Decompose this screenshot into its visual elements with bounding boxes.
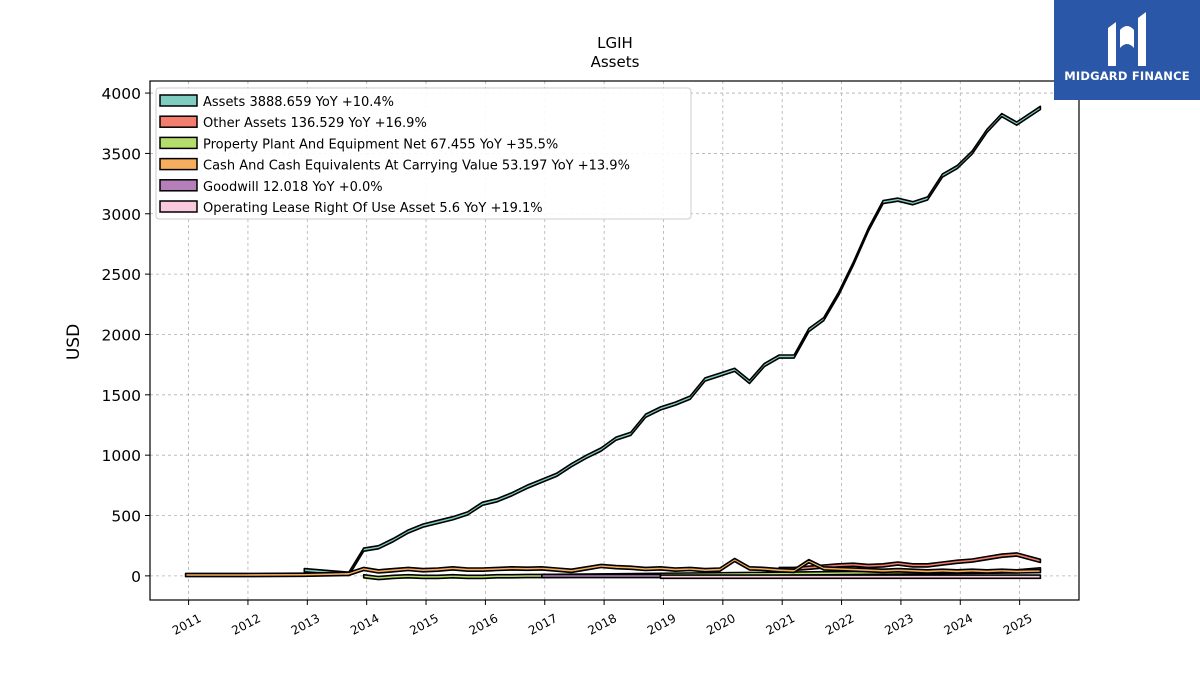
legend-label-assets: Assets 3888.659 YoY +10.4% bbox=[203, 95, 394, 110]
legend-swatch-operating-lease-right-of-use-asset bbox=[159, 200, 198, 213]
y-tick-label: 1000 bbox=[102, 447, 141, 465]
y-tick-label: 500 bbox=[111, 508, 141, 526]
series-operating-lease-right-of-use-asset bbox=[659, 574, 1042, 580]
x-axis-ticks: 2011 2012 2013 2014 2015 2016 2017 2018 2019 2020… bbox=[170, 600, 1035, 638]
brand-name: MIDGARD FINANCE bbox=[1064, 69, 1190, 83]
series-assets bbox=[303, 105, 1042, 577]
x-tick-label: 2014 bbox=[348, 611, 382, 638]
y-tick-label: 3000 bbox=[102, 206, 141, 224]
y-tick-label: 1500 bbox=[102, 387, 141, 405]
x-tick-label: 2024 bbox=[942, 611, 976, 638]
x-tick-label: 2011 bbox=[170, 611, 204, 638]
legend-box bbox=[155, 87, 692, 220]
legend-label-operating-lease-right-of-use-asset: Operating Lease Right Of Use Asset 5.6 Y… bbox=[203, 201, 543, 216]
y-tick-label: 2500 bbox=[102, 266, 141, 284]
x-tick-label: 2013 bbox=[289, 611, 323, 638]
logo-mark-icon bbox=[1108, 12, 1146, 66]
x-tick-label: 2016 bbox=[467, 611, 501, 638]
x-tick-label: 2021 bbox=[764, 611, 798, 638]
legend-swatch-other-assets bbox=[159, 115, 198, 128]
plot-series bbox=[184, 105, 1042, 581]
y-axis-ticks: 0 500 1000 1500 2000 2500 3000 3500 4000 bbox=[102, 85, 150, 586]
legend-label-cash-and-cash-equivalents-at-carrying-value: Cash And Cash Equivalents At Carrying Va… bbox=[203, 159, 630, 174]
x-tick-label: 2017 bbox=[526, 611, 560, 638]
legend: Assets 3888.659 YoY +10.4% Other Assets 1… bbox=[155, 87, 692, 220]
y-tick-label: 4000 bbox=[102, 85, 141, 103]
x-tick-label: 2012 bbox=[229, 611, 263, 638]
x-tick-label: 2015 bbox=[407, 611, 441, 638]
chart-title: LGIH bbox=[597, 34, 633, 52]
y-tick-label: 3500 bbox=[102, 145, 141, 163]
x-tick-label: 2020 bbox=[704, 611, 738, 638]
x-tick-label: 2025 bbox=[1001, 611, 1035, 638]
series-cash-and-cash-equivalents-at-carrying-value bbox=[184, 557, 1042, 578]
legend-label-property-plant-and-equipment-net: Property Plant And Equipment Net 67.455 … bbox=[203, 137, 558, 152]
series-other-assets bbox=[778, 552, 1042, 572]
legend-label-other-assets: Other Assets 136.529 YoY +16.9% bbox=[203, 116, 427, 131]
legend-swatch-property-plant-and-equipment-net bbox=[159, 136, 198, 150]
brand-logo: MIDGARD FINANCE bbox=[1054, 0, 1200, 100]
x-tick-label: 2018 bbox=[585, 611, 619, 638]
x-tick-label: 2019 bbox=[645, 611, 679, 638]
legend-label-goodwill: Goodwill 12.018 YoY +0.0% bbox=[203, 180, 383, 195]
y-tick-label: 0 bbox=[131, 568, 141, 586]
legend-swatch-goodwill bbox=[159, 179, 198, 192]
legend-swatch-cash-and-cash-equivalents-at-carrying-value bbox=[159, 157, 198, 171]
y-axis-label: USD bbox=[64, 324, 84, 360]
legend-swatch-assets bbox=[159, 94, 198, 107]
series-goodwill bbox=[540, 573, 662, 579]
y-tick-label: 2000 bbox=[102, 326, 141, 344]
x-tick-label: 2022 bbox=[823, 611, 857, 638]
chart-subtitle: Assets bbox=[591, 53, 640, 71]
plot-frame bbox=[149, 80, 1080, 601]
x-tick-label: 2023 bbox=[882, 611, 916, 638]
